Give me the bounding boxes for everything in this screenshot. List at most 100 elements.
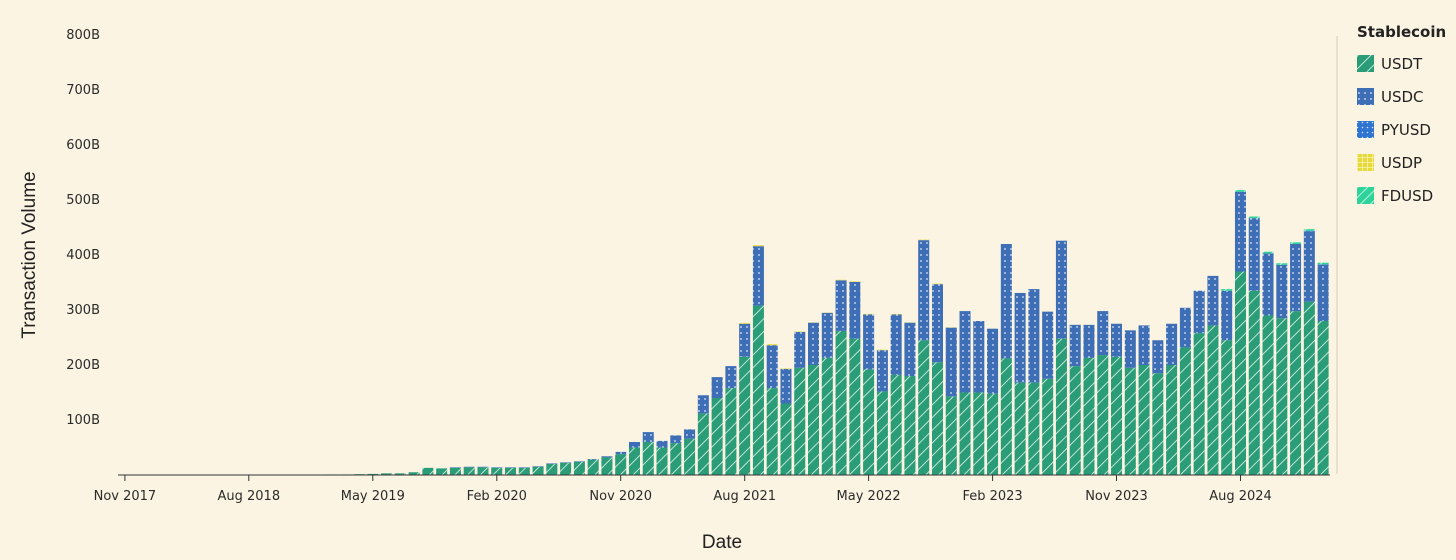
bar-usdc-2023-06 [1042, 311, 1054, 379]
bar-usdt-2024-03 [1166, 365, 1178, 475]
bar-usdc-2022-05 [863, 314, 875, 370]
bar-fdusd-2024-12 [1290, 242, 1302, 244]
bar-usdp-2021-09 [752, 245, 764, 247]
x-tick-label: Nov 2023 [1085, 489, 1148, 504]
x-tick-label: Aug 2024 [1209, 489, 1272, 504]
bar-usdc-2024-12 [1290, 244, 1302, 312]
bar-usdt-2023-03 [1000, 358, 1012, 475]
bar-usdt-2019-06 [381, 473, 393, 475]
bar-usdt-2020-01 [477, 467, 489, 475]
bar-usdt-2024-11 [1276, 318, 1288, 475]
bar-usdc-2020-08 [573, 461, 585, 462]
bar-usdt-2019-10 [436, 468, 448, 475]
x-tick-label: May 2022 [837, 489, 901, 504]
bar-usdt-2021-12 [794, 367, 806, 475]
bar-usdt-2020-04 [518, 467, 530, 475]
bar-usdc-2024-11 [1276, 264, 1288, 319]
x-tick-label: Aug 2018 [217, 489, 280, 504]
bar-fdusd-2024-09 [1248, 216, 1260, 219]
bar-usdt-2023-08 [1069, 366, 1081, 475]
y-tick-label: 400B [66, 248, 100, 263]
bar-usdp-2022-03 [835, 279, 847, 281]
bar-usdc-2019-12 [463, 466, 475, 468]
bars-layer [312, 190, 1329, 476]
bar-usdt-2019-08 [408, 472, 420, 475]
x-tick-label: Nov 2017 [94, 489, 157, 504]
bar-usdt-2024-04 [1179, 347, 1191, 475]
bar-usdc-2020-07 [560, 462, 572, 463]
bar-usdt-2020-07 [560, 462, 572, 475]
bar-usdc-2023-12 [1124, 330, 1136, 368]
bar-usdt-2022-05 [863, 369, 875, 475]
bar-usdt-2023-01 [973, 392, 985, 475]
y-tick-label: 300B [66, 303, 100, 318]
bar-usdc-2022-12 [959, 311, 971, 393]
x-axis-title: Date [702, 532, 742, 553]
bar-usdt-2023-10 [1097, 355, 1109, 475]
bar-usdt-2024-10 [1262, 315, 1274, 475]
bar-usdt-2025-02 [1317, 321, 1329, 475]
bar-usdt-2023-12 [1124, 367, 1136, 475]
bar-usdc-2023-02 [987, 328, 999, 394]
bar-pyusd-2025-02 [1317, 264, 1329, 265]
bar-usdc-2022-03 [835, 280, 847, 331]
bar-usdc-2021-02 [656, 440, 668, 448]
bar-usdc-2020-11 [615, 451, 627, 455]
bar-usdt-2021-05 [697, 413, 709, 475]
bar-usdt-2024-07 [1221, 340, 1233, 475]
bar-usdp-2021-12 [794, 331, 806, 332]
bar-usdc-2021-07 [725, 366, 737, 389]
bar-usdt-2021-03 [670, 443, 682, 475]
bar-usdc-2022-11 [945, 327, 957, 397]
bar-usdt-2019-12 [463, 467, 475, 475]
bar-usdt-2022-10 [931, 362, 943, 475]
bar-usdp-2021-11 [780, 368, 792, 369]
x-tick-label: Nov 2020 [589, 489, 652, 504]
bar-usdt-2024-08 [1234, 271, 1246, 475]
bar-usdc-2020-01 [477, 466, 489, 468]
bar-usdc-2022-01 [808, 322, 820, 365]
bar-usdc-2020-06 [546, 463, 558, 464]
y-tick-label: 700B [66, 83, 100, 98]
bar-usdt-2022-09 [918, 340, 930, 475]
bar-fdusd-2024-11 [1276, 263, 1288, 265]
bar-usdt-2023-07 [1055, 338, 1067, 475]
bar-usdt-2022-01 [808, 365, 820, 475]
bar-usdc-2020-05 [532, 466, 544, 467]
bar-usdc-2024-06 [1207, 275, 1219, 326]
bar-usdc-2020-12 [628, 442, 640, 448]
bar-usdt-2023-11 [1111, 356, 1123, 475]
bar-usdt-2021-04 [684, 438, 696, 475]
bar-usdt-2022-02 [821, 357, 833, 475]
legend-label-usdt: USDT [1381, 55, 1423, 73]
bar-usdc-2024-09 [1248, 218, 1260, 291]
bar-usdc-2025-01 [1303, 231, 1315, 302]
x-tick-label: Feb 2023 [962, 489, 1022, 504]
bar-usdt-2021-01 [642, 442, 654, 475]
bar-usdt-2024-12 [1290, 311, 1302, 475]
legend-swatch-usdc [1357, 88, 1374, 105]
bar-usdc-2023-01 [973, 321, 985, 393]
bar-usdt-2023-09 [1083, 357, 1095, 475]
bar-usdc-2021-03 [670, 435, 682, 444]
legend-label-fdusd: FDUSD [1381, 187, 1433, 205]
bar-fdusd-2025-01 [1303, 229, 1315, 231]
legend-label-usdc: USDC [1381, 88, 1424, 106]
bar-usdc-2022-09 [918, 240, 930, 341]
bar-usdp-2022-04 [849, 281, 861, 282]
bar-usdc-2021-09 [752, 246, 764, 306]
bar-usdp-2022-10 [931, 283, 943, 285]
bar-usdt-2024-06 [1207, 325, 1219, 475]
bar-usdc-2019-11 [449, 467, 461, 468]
bar-usdc-2023-11 [1111, 323, 1123, 357]
y-tick-label: 500B [66, 193, 100, 208]
bar-usdc-2024-08 [1234, 191, 1246, 272]
bar-usdp-2022-09 [918, 239, 930, 241]
bar-usdt-2023-04 [1014, 382, 1026, 475]
bar-usdt-2022-11 [945, 396, 957, 475]
bar-usdt-2020-09 [587, 459, 599, 475]
legend-label-pyusd: PYUSD [1381, 121, 1431, 139]
bar-usdt-2019-09 [422, 467, 434, 475]
bar-usdc-2023-04 [1014, 292, 1026, 383]
